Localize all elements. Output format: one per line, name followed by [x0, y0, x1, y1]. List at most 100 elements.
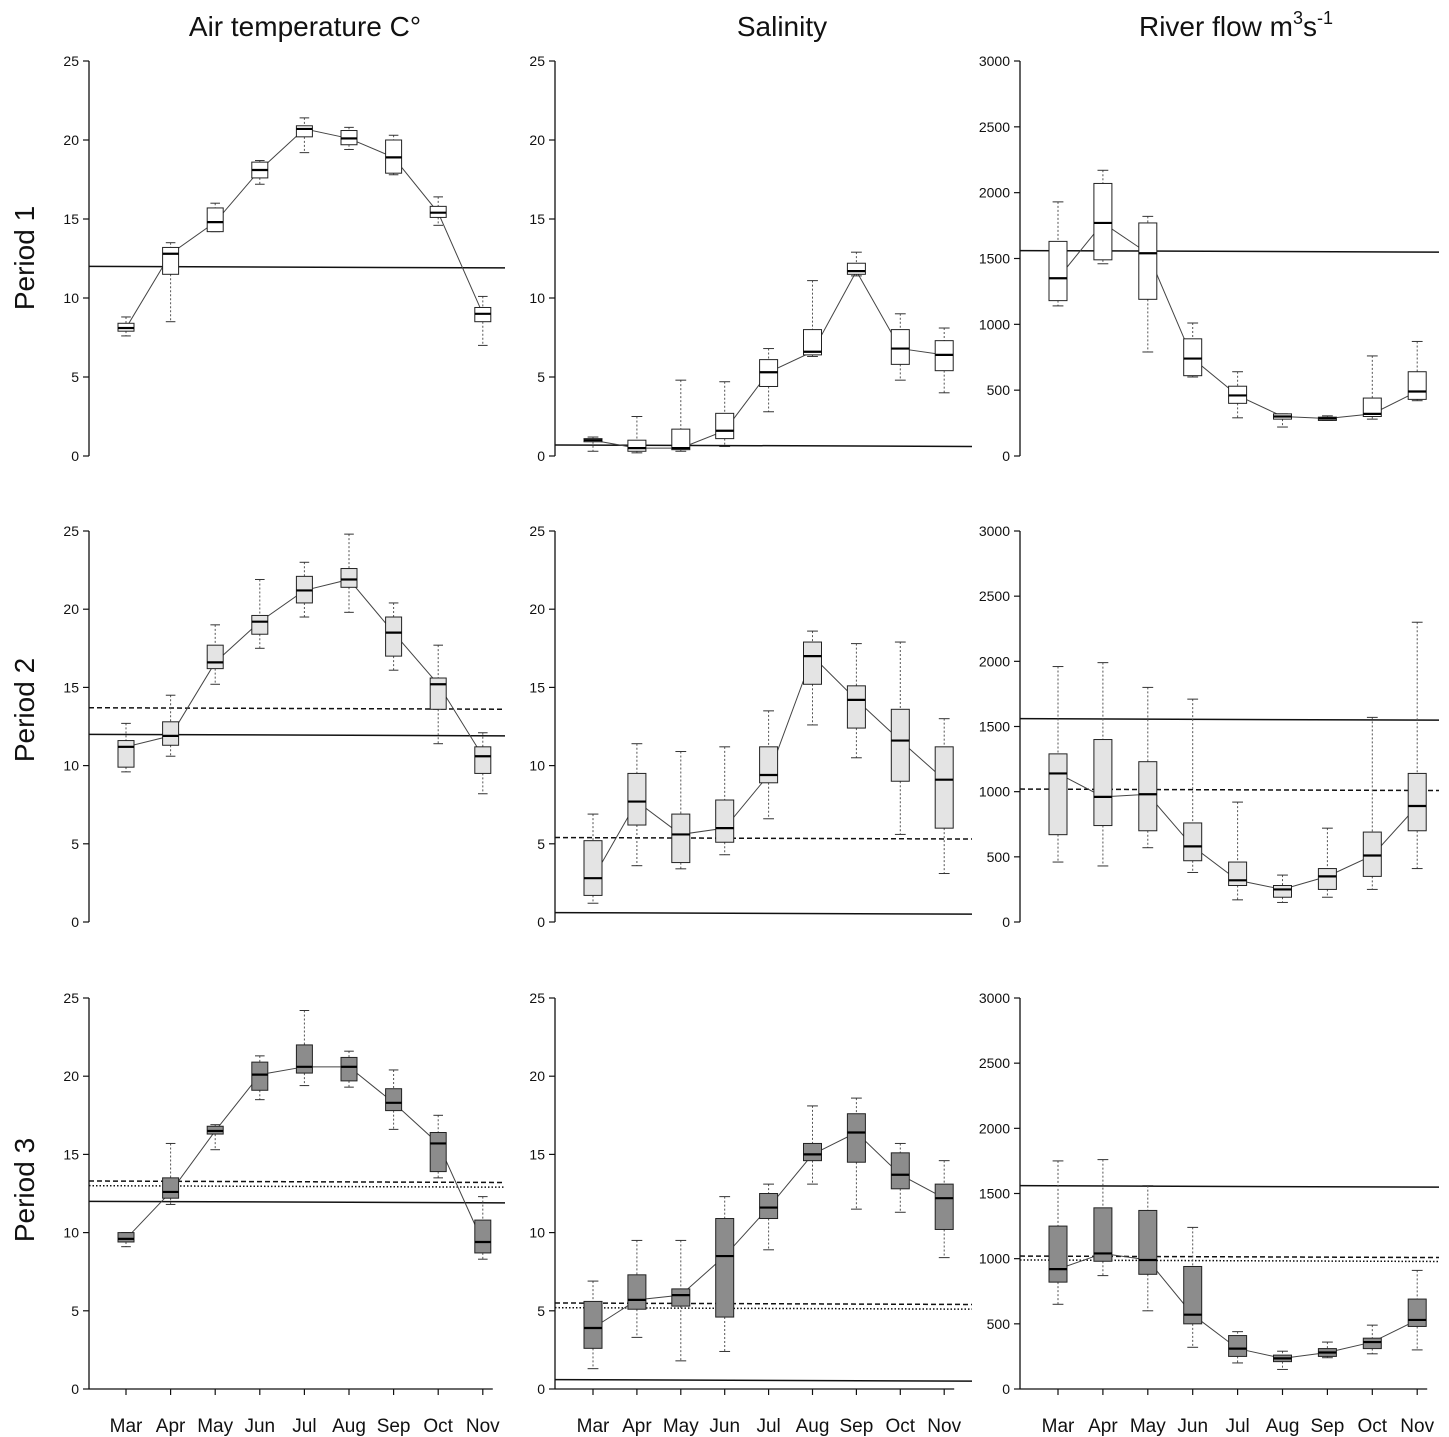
reference-line-solid: [1019, 717, 1440, 721]
y-tick-label: 500: [987, 849, 1011, 865]
reference-line-dashed: [1019, 788, 1440, 792]
y-tick-label: 5: [537, 369, 545, 385]
box-iqr: [803, 1142, 822, 1162]
reference-line-dotted: [554, 1306, 973, 1310]
x-tick-label: Jun: [709, 1416, 740, 1437]
x-tick-label: May: [1130, 1416, 1166, 1437]
x-tick-label: Nov: [466, 1416, 500, 1437]
reference-line-dotted: [88, 1184, 506, 1188]
box-iqr: [117, 740, 135, 768]
x-tick-label: Aug: [1266, 1416, 1300, 1437]
reference-line-solid: [554, 444, 973, 448]
reference-line-solid: [1019, 1184, 1440, 1188]
x-tick-label: Mar: [577, 1416, 610, 1437]
panel-r2-c1: 0 5 10 15 20 25: [63, 523, 506, 930]
box-iqr: [1407, 772, 1427, 832]
x-tick-label: Apr: [622, 1416, 652, 1437]
y-tick-label: 25: [63, 53, 79, 69]
y-tick-label: 0: [537, 914, 545, 930]
river-title-base: River flow m: [1139, 11, 1293, 42]
box-iqr: [1138, 761, 1158, 832]
box-iqr: [890, 329, 910, 365]
box-iqr: [1093, 182, 1113, 261]
panels-group: 0510152025051015202505001000150020002500…: [63, 53, 1440, 1437]
y-tick-label: 2500: [979, 1055, 1010, 1071]
box-iqr: [1093, 1207, 1113, 1262]
river-title-mid: s: [1303, 11, 1317, 42]
panel-r2-c2: 0 5 10 15 20 25: [529, 523, 973, 930]
box-iqr: [627, 439, 647, 452]
y-tick-label: 2500: [979, 588, 1010, 604]
box-iqr: [1362, 831, 1382, 877]
box-iqr: [671, 428, 691, 451]
y-tick-label: 20: [529, 132, 545, 148]
y-tick-label: 15: [63, 211, 79, 227]
box-iqr: [890, 1152, 910, 1190]
x-tick-label: Sep: [377, 1416, 411, 1437]
y-tick-label: 500: [987, 1316, 1011, 1332]
box-iqr: [1362, 1337, 1382, 1350]
x-tick-label: Mar: [110, 1416, 143, 1437]
median-trend-line: [125, 578, 484, 757]
box-iqr: [1228, 861, 1248, 887]
box-iqr: [934, 746, 954, 829]
box-iqr: [162, 1177, 180, 1199]
y-tick-label: 1500: [979, 251, 1010, 267]
box-iqr: [803, 641, 822, 685]
y-tick-label: 20: [63, 1068, 79, 1084]
box-iqr: [715, 1218, 735, 1318]
reference-line-solid: [88, 265, 506, 269]
x-tick-label: Apr: [1088, 1416, 1118, 1437]
box-iqr: [1048, 240, 1068, 302]
reference-line-solid: [554, 911, 973, 915]
box-iqr: [1317, 868, 1337, 890]
column-title-salinity: Salinity: [737, 11, 827, 42]
y-tick-label: 1500: [979, 719, 1010, 735]
x-tick-label: Jun: [244, 1416, 275, 1437]
x-tick-label: Oct: [1358, 1416, 1388, 1437]
y-tick-label: 10: [63, 1225, 79, 1241]
box-iqr: [1093, 739, 1113, 827]
box-iqr: [1138, 222, 1158, 300]
reference-line-solid: [88, 733, 506, 737]
box-iqr: [759, 1193, 779, 1220]
x-tick-label: Oct: [886, 1416, 916, 1437]
y-tick-label: 10: [529, 290, 545, 306]
y-tick-label: 5: [537, 836, 545, 852]
box-iqr: [385, 616, 403, 657]
box-iqr: [1183, 822, 1203, 862]
median-trend-line: [125, 128, 484, 329]
river-title-sup2: -1: [1317, 8, 1333, 28]
column-title-air-temperature: Air temperature C°: [189, 11, 421, 42]
y-tick-label: 3000: [979, 53, 1010, 69]
panel-r3-c1: 0 5 10 15 20 25 Mar Apr May Jun Jul Aug Sep Oct Nov: [63, 990, 506, 1437]
panel-r1-c1: 0 5 10 15 20 25: [63, 53, 506, 464]
box-iqr: [1407, 371, 1427, 400]
x-tick-label: Jul: [292, 1416, 316, 1437]
y-tick-label: 0: [71, 914, 79, 930]
y-tick-label: 20: [529, 1068, 545, 1084]
box-iqr: [627, 1274, 647, 1310]
box-iqr: [251, 1061, 269, 1091]
river-title-sup1: 3: [1293, 8, 1303, 28]
y-tick-label: 500: [987, 382, 1011, 398]
box-iqr: [295, 125, 313, 138]
y-tick-label: 10: [529, 758, 545, 774]
box-iqr: [1138, 1209, 1158, 1275]
y-tick-label: 0: [537, 448, 545, 464]
x-tick-label: Mar: [1042, 1416, 1075, 1437]
y-tick-label: 0: [71, 448, 79, 464]
y-tick-label: 1000: [979, 316, 1010, 332]
box-iqr: [162, 721, 180, 746]
box-iqr: [1048, 1225, 1068, 1283]
reference-line-solid: [1019, 249, 1440, 253]
reference-line-dashed: [1019, 1255, 1440, 1259]
panel-r3-c2: 0 5 10 15 20 25 Mar Apr May Jun Jul Aug Sep Oct Nov: [529, 990, 973, 1437]
y-tick-label: 15: [529, 1146, 545, 1162]
box-iqr: [846, 262, 866, 275]
y-tick-label: 25: [529, 53, 545, 69]
box-iqr: [583, 840, 603, 896]
y-tick-label: 15: [529, 679, 545, 695]
box-iqr: [295, 1044, 313, 1074]
x-tick-label: Sep: [839, 1416, 873, 1437]
